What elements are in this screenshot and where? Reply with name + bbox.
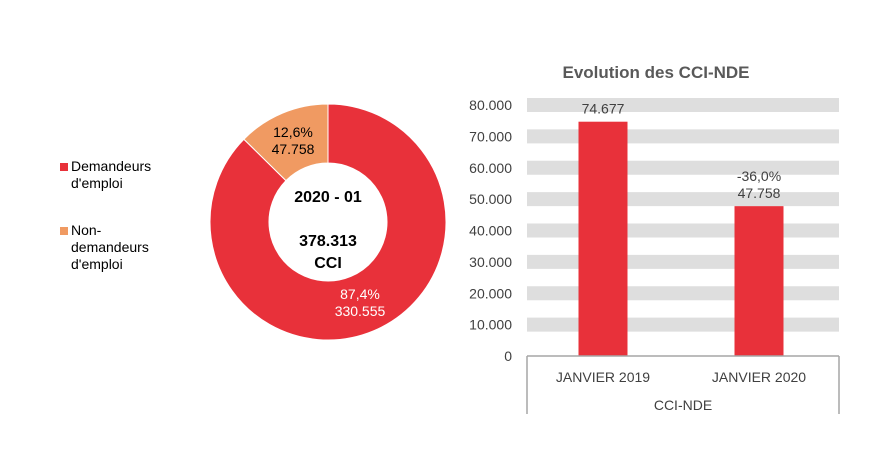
donut-center-title: 2020 - 01 <box>294 189 362 206</box>
y-tick-label: 40.000 <box>469 223 512 239</box>
donut-slice <box>243 103 329 182</box>
legend-label: Non- <box>71 222 102 238</box>
donut-center-unit: CCI <box>314 255 342 272</box>
legend-swatch <box>60 227 68 235</box>
y-tick-label: 70.000 <box>469 128 512 144</box>
x-group-label: CCI-NDE <box>654 397 712 413</box>
bar-data-label: 74.677 <box>582 101 625 117</box>
slice-value-label: 330.555 <box>335 303 386 319</box>
legend-label: d'emploi <box>71 175 123 191</box>
y-tick-label: 60.000 <box>469 160 512 176</box>
gridline-band <box>527 254 839 269</box>
bar-data-label: -36,0% <box>737 168 781 184</box>
slice-percent-label: 87,4% <box>340 286 380 302</box>
gridline-band <box>527 286 839 301</box>
y-tick-label: 10.000 <box>469 317 512 333</box>
slice-percent-label: 12,6% <box>273 124 313 140</box>
bar-chart-title: Evolution des CCI-NDE <box>562 63 749 82</box>
gridline-band <box>527 192 839 207</box>
legend-label: d'emploi <box>71 256 123 272</box>
bar <box>578 121 628 356</box>
legend-label: demandeurs <box>71 239 149 255</box>
gridline-band <box>527 317 839 332</box>
gridline-band <box>527 160 839 175</box>
y-tick-label: 30.000 <box>469 254 512 270</box>
y-tick-label: 0 <box>504 348 512 364</box>
gridline-band <box>527 129 839 144</box>
bar-data-label: 47.758 <box>738 185 781 201</box>
gridline-band <box>527 223 839 238</box>
legend-label: Demandeurs <box>71 158 151 174</box>
donut-center-total: 378.313 <box>299 233 357 250</box>
y-tick-label: 50.000 <box>469 191 512 207</box>
bar <box>734 206 784 356</box>
x-tick-label: JANVIER 2020 <box>712 369 806 385</box>
legend-swatch <box>60 163 68 171</box>
slice-value-label: 47.758 <box>272 141 315 157</box>
y-tick-label: 80.000 <box>469 97 512 113</box>
y-tick-label: 20.000 <box>469 285 512 301</box>
donut-slice <box>209 103 447 341</box>
x-tick-label: JANVIER 2019 <box>556 369 650 385</box>
gridline-band <box>527 98 839 112</box>
